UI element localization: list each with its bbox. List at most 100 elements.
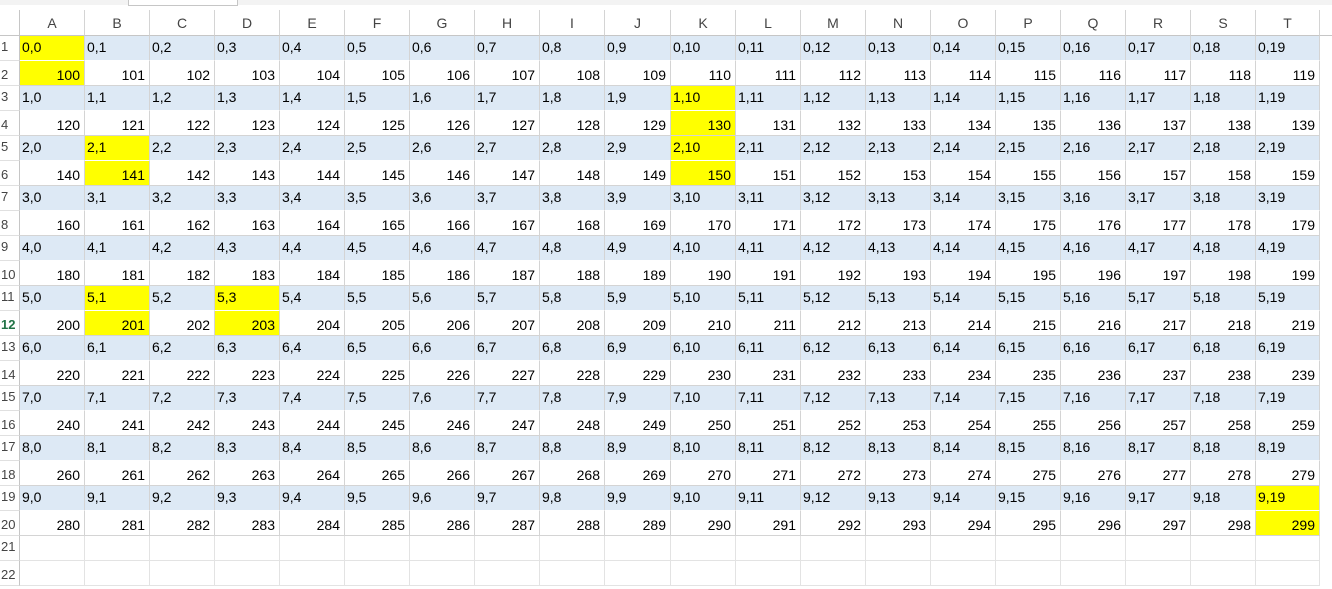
cell-M8[interactable]: 172 [801, 211, 866, 236]
cell-I9[interactable]: 4,8 [540, 236, 605, 261]
cell-H9[interactable]: 4,7 [475, 236, 540, 261]
column-header-S[interactable]: S [1191, 10, 1256, 36]
cell-O17[interactable]: 8,14 [931, 436, 996, 461]
row-header-10[interactable]: 10 [0, 261, 20, 286]
cell-L17[interactable]: 8,11 [736, 436, 801, 461]
cell-I18[interactable]: 268 [540, 461, 605, 486]
cell-I8[interactable]: 168 [540, 211, 605, 236]
cell-Q7[interactable]: 3,16 [1061, 186, 1126, 211]
cell-C11[interactable]: 5,2 [150, 286, 215, 311]
cell-S11[interactable]: 5,18 [1191, 286, 1256, 311]
cell-L22[interactable] [736, 561, 801, 586]
cell-Q13[interactable]: 6,16 [1061, 336, 1126, 361]
cell-H21[interactable] [475, 536, 540, 561]
cell-H22[interactable] [475, 561, 540, 586]
cell-N9[interactable]: 4,13 [866, 236, 931, 261]
cell-Q14[interactable]: 236 [1061, 361, 1126, 386]
cell-M7[interactable]: 3,12 [801, 186, 866, 211]
cell-T22[interactable] [1256, 561, 1320, 586]
cell-C7[interactable]: 3,2 [150, 186, 215, 211]
cell-I19[interactable]: 9,8 [540, 486, 605, 511]
cell-E16[interactable]: 244 [280, 411, 345, 436]
cell-T2[interactable]: 119 [1256, 61, 1320, 86]
cell-K16[interactable]: 250 [671, 411, 736, 436]
cell-D9[interactable]: 4,3 [215, 236, 280, 261]
row-header-22[interactable]: 22 [0, 561, 20, 586]
cell-A13[interactable]: 6,0 [20, 336, 85, 361]
cell-M3[interactable]: 1,12 [801, 86, 866, 111]
cell-H15[interactable]: 7,7 [475, 386, 540, 411]
cell-D10[interactable]: 183 [215, 261, 280, 286]
cell-R16[interactable]: 257 [1126, 411, 1191, 436]
cell-F20[interactable]: 285 [345, 511, 410, 536]
cell-T6[interactable]: 159 [1256, 161, 1320, 186]
cell-R5[interactable]: 2,17 [1126, 136, 1191, 161]
cell-R22[interactable] [1126, 561, 1191, 586]
cell-D22[interactable] [215, 561, 280, 586]
cell-H18[interactable]: 267 [475, 461, 540, 486]
row-header-15[interactable]: 15 [0, 386, 20, 411]
cell-B18[interactable]: 261 [85, 461, 150, 486]
cell-T5[interactable]: 2,19 [1256, 136, 1320, 161]
column-header-A[interactable]: A [20, 10, 85, 36]
cell-C5[interactable]: 2,2 [150, 136, 215, 161]
cell-L14[interactable]: 231 [736, 361, 801, 386]
cell-E6[interactable]: 144 [280, 161, 345, 186]
column-header-B[interactable]: B [85, 10, 150, 36]
cell-B6[interactable]: 141 [85, 161, 150, 186]
cell-G10[interactable]: 186 [410, 261, 475, 286]
cell-P7[interactable]: 3,15 [996, 186, 1061, 211]
cell-J8[interactable]: 169 [605, 211, 671, 236]
cell-A2[interactable]: 100 [20, 61, 85, 86]
cell-D13[interactable]: 6,3 [215, 336, 280, 361]
cell-A12[interactable]: 200 [20, 311, 85, 336]
cell-O1[interactable]: 0,14 [931, 36, 996, 61]
cell-M18[interactable]: 272 [801, 461, 866, 486]
cell-P12[interactable]: 215 [996, 311, 1061, 336]
cell-B19[interactable]: 9,1 [85, 486, 150, 511]
cell-F9[interactable]: 4,5 [345, 236, 410, 261]
cell-A10[interactable]: 180 [20, 261, 85, 286]
cell-M12[interactable]: 212 [801, 311, 866, 336]
cell-I21[interactable] [540, 536, 605, 561]
row-header-3[interactable]: 3 [0, 86, 20, 111]
cell-S3[interactable]: 1,18 [1191, 86, 1256, 111]
cell-Q17[interactable]: 8,16 [1061, 436, 1126, 461]
cell-N14[interactable]: 233 [866, 361, 931, 386]
cell-P17[interactable]: 8,15 [996, 436, 1061, 461]
cell-R13[interactable]: 6,17 [1126, 336, 1191, 361]
cell-O5[interactable]: 2,14 [931, 136, 996, 161]
cell-R9[interactable]: 4,17 [1126, 236, 1191, 261]
cell-N7[interactable]: 3,13 [866, 186, 931, 211]
cell-R20[interactable]: 297 [1126, 511, 1191, 536]
cell-L1[interactable]: 0,11 [736, 36, 801, 61]
cell-P20[interactable]: 295 [996, 511, 1061, 536]
cell-F7[interactable]: 3,5 [345, 186, 410, 211]
cell-F1[interactable]: 0,5 [345, 36, 410, 61]
cell-G13[interactable]: 6,6 [410, 336, 475, 361]
cell-E8[interactable]: 164 [280, 211, 345, 236]
cell-D4[interactable]: 123 [215, 111, 280, 136]
cell-J4[interactable]: 129 [605, 111, 671, 136]
cell-R15[interactable]: 7,17 [1126, 386, 1191, 411]
cell-Q20[interactable]: 296 [1061, 511, 1126, 536]
cell-I10[interactable]: 188 [540, 261, 605, 286]
cell-D1[interactable]: 0,3 [215, 36, 280, 61]
cell-D14[interactable]: 223 [215, 361, 280, 386]
cell-P19[interactable]: 9,15 [996, 486, 1061, 511]
cell-L13[interactable]: 6,11 [736, 336, 801, 361]
cell-G17[interactable]: 8,6 [410, 436, 475, 461]
cell-P21[interactable] [996, 536, 1061, 561]
cell-T19[interactable]: 9,19 [1256, 486, 1320, 511]
cell-G1[interactable]: 0,6 [410, 36, 475, 61]
cell-C6[interactable]: 142 [150, 161, 215, 186]
cell-D21[interactable] [215, 536, 280, 561]
cell-T15[interactable]: 7,19 [1256, 386, 1320, 411]
cell-M15[interactable]: 7,12 [801, 386, 866, 411]
cell-M22[interactable] [801, 561, 866, 586]
cell-Q1[interactable]: 0,16 [1061, 36, 1126, 61]
cell-L20[interactable]: 291 [736, 511, 801, 536]
row-header-1[interactable]: 1 [0, 36, 20, 61]
cell-O16[interactable]: 254 [931, 411, 996, 436]
